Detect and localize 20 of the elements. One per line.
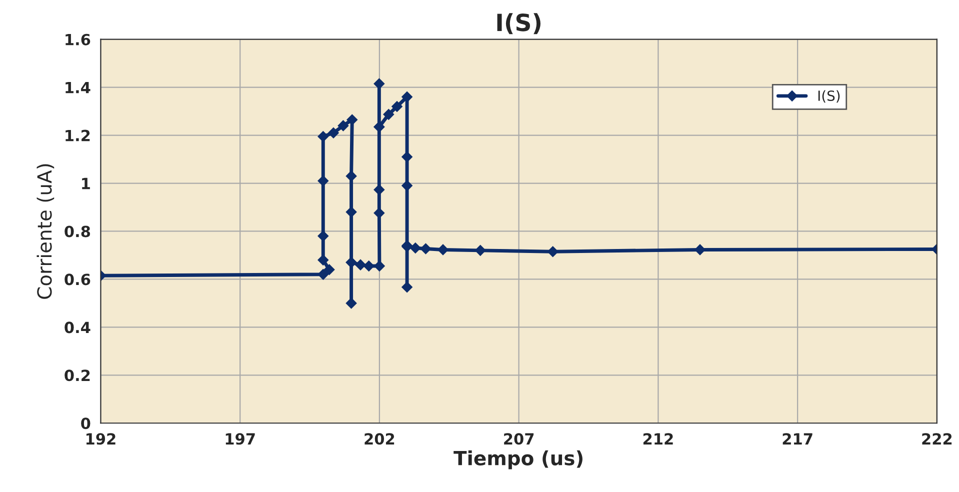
y-tick-label: 1.4 bbox=[66, 82, 90, 94]
x-axis-title: Tiempo (us) bbox=[454, 450, 582, 470]
x-tick-label: 212 bbox=[643, 433, 673, 444]
y-tick-label: 0.4 bbox=[64, 322, 90, 334]
x-tick-label: 202 bbox=[364, 433, 394, 445]
y-axis-title: Corriente (uA) bbox=[36, 164, 54, 299]
y-tick-label: 1.6 bbox=[66, 34, 90, 46]
x-tick-label: 192 bbox=[86, 433, 116, 445]
y-tick-label: 1 bbox=[82, 178, 90, 190]
legend-label: I(S) bbox=[818, 90, 840, 103]
x-tick-label: 222 bbox=[922, 433, 952, 444]
y-tick-label: 0.6 bbox=[64, 274, 90, 286]
x-tick-label: 217 bbox=[782, 433, 812, 444]
y-tick-label: 0.8 bbox=[64, 226, 90, 238]
x-tick-label: 207 bbox=[504, 433, 534, 445]
y-tick-label: 1.2 bbox=[66, 130, 90, 142]
y-tick-label: 0 bbox=[81, 418, 90, 430]
chart-title: I(S) bbox=[497, 13, 540, 34]
x-tick-label: 197 bbox=[226, 433, 255, 445]
y-tick-label: 0.2 bbox=[64, 370, 90, 382]
